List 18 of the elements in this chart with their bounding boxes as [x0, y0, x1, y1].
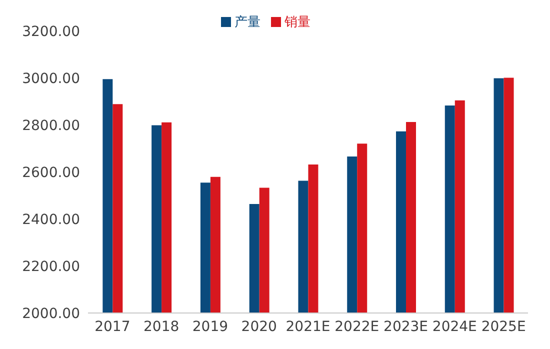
y-tick-label: 2000.00: [22, 306, 80, 322]
x-tick-label: 2017: [94, 318, 130, 335]
y-tick-label: 2200.00: [22, 258, 80, 275]
y-tick-label: 3000.00: [22, 70, 80, 87]
x-tick-label: 2021E: [286, 318, 330, 335]
y-tick-label: 2600.00: [22, 164, 80, 181]
x-tick-label: 2024E: [432, 318, 477, 335]
x-tick-label: 2018: [144, 318, 180, 335]
x-tick-label: 2025E: [481, 318, 526, 335]
x-tick-label: 2020: [241, 318, 277, 335]
y-tick-label: 2800.00: [22, 118, 80, 134]
legend-label: 销量: [284, 15, 310, 30]
x-tick-label: 2019: [192, 318, 228, 335]
y-tick-label: 2400.00: [22, 212, 80, 228]
legend-label: 产量: [234, 15, 260, 30]
x-tick-label: 2023E: [384, 318, 428, 335]
x-tick-label: 2022E: [334, 318, 380, 335]
y-tick-label: 3200.00: [22, 24, 80, 40]
